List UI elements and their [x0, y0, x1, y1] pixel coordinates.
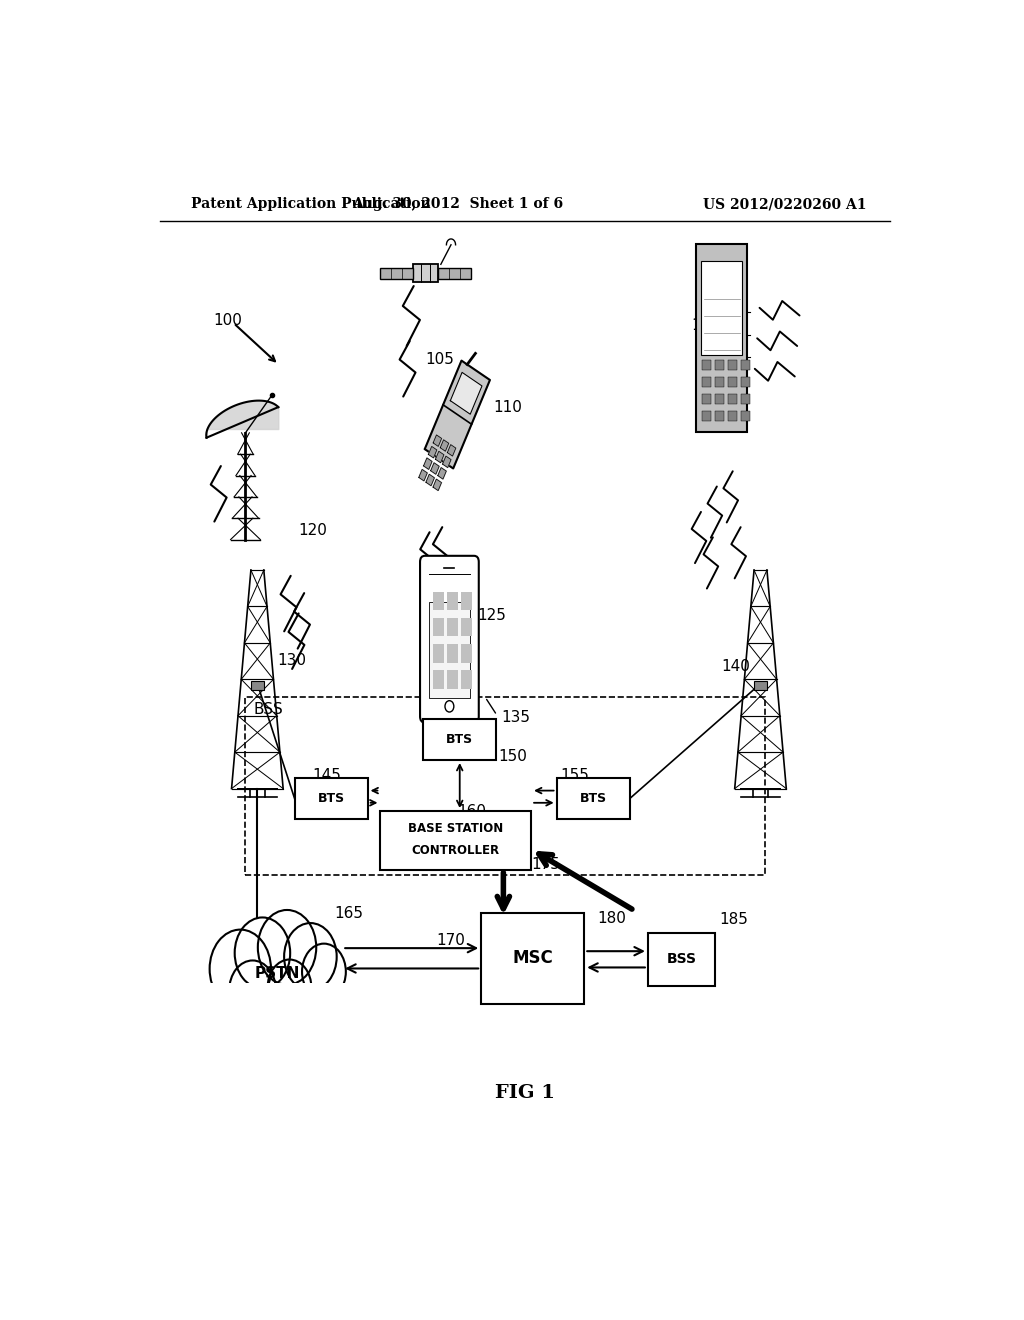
Bar — [696, 244, 748, 433]
Bar — [433, 618, 443, 636]
Polygon shape — [440, 440, 449, 451]
Circle shape — [284, 923, 337, 990]
Text: 175: 175 — [531, 857, 560, 871]
Polygon shape — [425, 360, 489, 469]
Bar — [728, 376, 737, 387]
Bar — [702, 411, 712, 421]
Bar — [433, 671, 443, 689]
Bar — [461, 671, 472, 689]
Text: 140: 140 — [722, 660, 751, 675]
Bar — [481, 912, 585, 1005]
Bar — [461, 591, 472, 610]
Bar — [423, 719, 497, 760]
Circle shape — [210, 929, 271, 1008]
Bar — [246, 697, 765, 875]
Text: 160: 160 — [458, 804, 486, 818]
Polygon shape — [419, 470, 427, 480]
Bar — [461, 644, 472, 663]
Bar — [447, 671, 458, 689]
Polygon shape — [426, 474, 434, 486]
Text: 105: 105 — [426, 351, 455, 367]
Bar — [740, 360, 750, 371]
Polygon shape — [424, 458, 432, 470]
Bar — [433, 644, 443, 663]
Bar — [754, 681, 767, 690]
Bar — [715, 360, 724, 371]
Bar — [715, 376, 724, 387]
Bar — [433, 591, 443, 610]
Bar — [447, 644, 458, 663]
Bar — [740, 376, 750, 387]
Text: FIG 1: FIG 1 — [495, 1085, 555, 1102]
Text: 165: 165 — [334, 907, 364, 921]
Bar — [702, 376, 712, 387]
Polygon shape — [428, 446, 437, 458]
Text: 145: 145 — [312, 768, 341, 783]
Text: 120: 120 — [299, 523, 328, 539]
Bar — [413, 264, 438, 282]
Bar — [447, 591, 458, 610]
Polygon shape — [435, 451, 444, 463]
Bar — [429, 602, 470, 698]
Circle shape — [267, 960, 311, 1015]
Bar — [702, 393, 712, 404]
Bar — [715, 411, 724, 421]
Bar — [251, 681, 264, 690]
Bar — [740, 393, 750, 404]
Text: BASE STATION: BASE STATION — [409, 822, 504, 834]
Text: 155: 155 — [560, 768, 590, 783]
Bar — [740, 411, 750, 421]
Bar — [210, 983, 345, 1026]
Text: 170: 170 — [436, 933, 465, 948]
Bar — [295, 779, 368, 818]
Bar — [648, 933, 715, 986]
Polygon shape — [442, 457, 451, 467]
Text: 130: 130 — [278, 653, 306, 668]
Text: Patent Application Publication: Patent Application Publication — [191, 197, 431, 211]
Text: 110: 110 — [494, 400, 522, 416]
Polygon shape — [451, 372, 482, 414]
Text: BTS: BTS — [580, 792, 606, 805]
Polygon shape — [447, 445, 456, 457]
Polygon shape — [433, 479, 441, 491]
Text: BTS: BTS — [446, 734, 473, 746]
Text: 100: 100 — [214, 313, 243, 327]
Circle shape — [229, 961, 275, 1020]
Text: 180: 180 — [598, 911, 627, 925]
Bar — [380, 810, 531, 870]
Polygon shape — [431, 463, 439, 474]
Bar — [461, 618, 472, 636]
Polygon shape — [433, 434, 441, 446]
Text: 115: 115 — [691, 318, 720, 333]
Text: BSS: BSS — [667, 952, 696, 966]
Bar — [557, 779, 630, 818]
Text: 135: 135 — [501, 710, 530, 725]
Bar — [438, 268, 471, 279]
Text: 150: 150 — [499, 748, 527, 764]
Text: US 2012/0220260 A1: US 2012/0220260 A1 — [702, 197, 866, 211]
Bar — [447, 618, 458, 636]
Text: Aug. 30, 2012  Sheet 1 of 6: Aug. 30, 2012 Sheet 1 of 6 — [352, 197, 563, 211]
Bar — [728, 393, 737, 404]
Circle shape — [258, 909, 316, 985]
Bar — [728, 360, 737, 371]
Text: BTS: BTS — [317, 792, 345, 805]
Bar — [380, 268, 413, 279]
Circle shape — [302, 944, 346, 999]
Bar — [715, 393, 724, 404]
Bar — [728, 411, 737, 421]
Text: CONTROLLER: CONTROLLER — [412, 843, 500, 857]
FancyBboxPatch shape — [420, 556, 479, 722]
Text: BSS: BSS — [253, 702, 284, 717]
Polygon shape — [438, 467, 446, 479]
Text: 185: 185 — [719, 912, 749, 927]
Text: 125: 125 — [477, 607, 506, 623]
Text: MSC: MSC — [512, 949, 553, 968]
Circle shape — [234, 917, 290, 989]
Bar — [702, 360, 712, 371]
Text: PSTN: PSTN — [255, 966, 300, 981]
Bar — [701, 261, 741, 355]
